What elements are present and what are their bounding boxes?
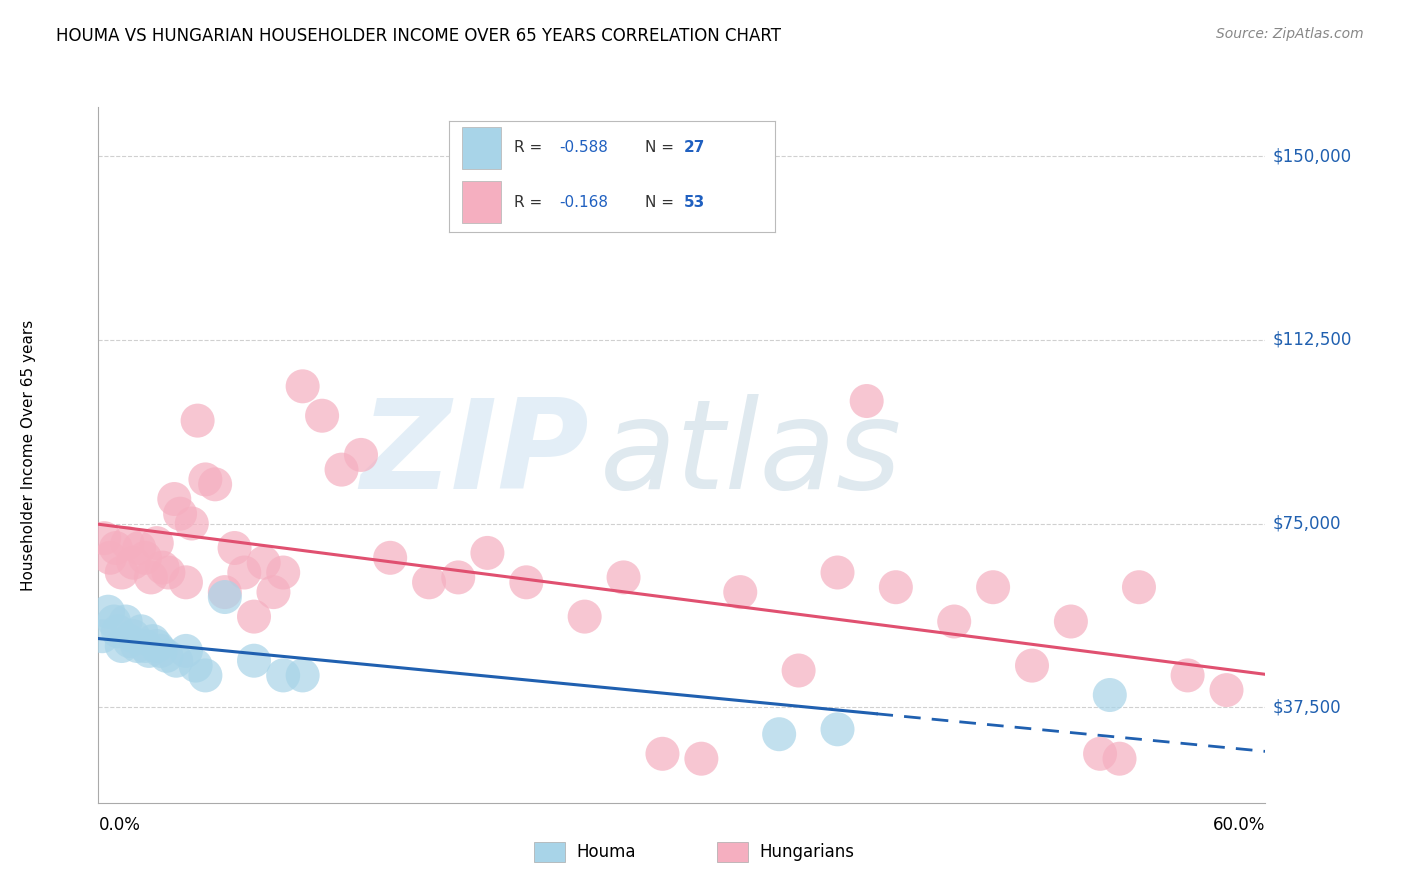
Point: [138, 644, 160, 658]
Point: [1088, 747, 1111, 761]
Point: [253, 556, 276, 570]
Point: [827, 723, 849, 737]
Point: [139, 570, 162, 584]
Point: [378, 550, 402, 565]
Point: [149, 644, 172, 658]
Text: $75,000: $75,000: [1272, 515, 1341, 533]
Text: ZIP: ZIP: [360, 394, 589, 516]
Point: [104, 541, 127, 555]
Point: [129, 624, 152, 639]
Point: [114, 615, 136, 629]
Point: [271, 566, 294, 580]
Point: [134, 550, 156, 565]
Point: [165, 654, 187, 668]
Point: [827, 566, 849, 580]
Point: [169, 507, 191, 521]
Point: [122, 629, 145, 643]
Point: [612, 570, 634, 584]
Point: [107, 624, 129, 639]
Point: [1021, 658, 1043, 673]
Point: [262, 585, 284, 599]
Point: [981, 580, 1004, 594]
Point: [98, 550, 121, 565]
Point: [187, 414, 209, 428]
Text: 0.0%: 0.0%: [98, 816, 141, 834]
Point: [1098, 688, 1121, 702]
Point: [651, 747, 673, 761]
Text: atlas: atlas: [600, 394, 903, 516]
Point: [180, 516, 202, 531]
Point: [117, 536, 139, 550]
Point: [146, 536, 169, 550]
Point: [855, 394, 877, 409]
Point: [515, 575, 537, 590]
Point: [477, 546, 499, 560]
Text: Source: ZipAtlas.com: Source: ZipAtlas.com: [1216, 27, 1364, 41]
Point: [174, 644, 197, 658]
Point: [194, 472, 217, 486]
Text: $37,500: $37,500: [1272, 698, 1341, 716]
Point: [134, 639, 156, 653]
Text: Hungarians: Hungarians: [759, 843, 855, 861]
Point: [291, 668, 314, 682]
Text: HOUMA VS HUNGARIAN HOUSEHOLDER INCOME OVER 65 YEARS CORRELATION CHART: HOUMA VS HUNGARIAN HOUSEHOLDER INCOME OV…: [56, 27, 782, 45]
Point: [152, 560, 174, 574]
Point: [128, 541, 150, 555]
Point: [768, 727, 790, 741]
Point: [1060, 615, 1083, 629]
Point: [163, 491, 186, 506]
Point: [214, 585, 236, 599]
Point: [271, 668, 294, 682]
Point: [157, 566, 180, 580]
Point: [93, 531, 115, 545]
Point: [122, 556, 145, 570]
Point: [184, 658, 207, 673]
Point: [574, 609, 596, 624]
Point: [447, 570, 470, 584]
Text: $112,500: $112,500: [1272, 331, 1351, 349]
Point: [233, 566, 256, 580]
Point: [214, 590, 236, 604]
Point: [97, 605, 120, 619]
Point: [728, 585, 751, 599]
Point: [127, 639, 149, 653]
Point: [118, 634, 141, 648]
Point: [330, 462, 353, 476]
Point: [884, 580, 907, 594]
Point: [291, 379, 314, 393]
Point: [1215, 683, 1237, 698]
Point: [787, 664, 810, 678]
Point: [155, 648, 177, 663]
Point: [311, 409, 333, 423]
Point: [243, 654, 266, 668]
Point: [142, 634, 165, 648]
Point: [418, 575, 440, 590]
Point: [943, 615, 966, 629]
Point: [204, 477, 226, 491]
Point: [103, 615, 125, 629]
Text: Householder Income Over 65 years: Householder Income Over 65 years: [21, 319, 35, 591]
Point: [194, 668, 217, 682]
Point: [111, 639, 134, 653]
Point: [690, 752, 713, 766]
Point: [350, 448, 373, 462]
Point: [243, 609, 266, 624]
Text: $150,000: $150,000: [1272, 147, 1351, 165]
Point: [91, 629, 114, 643]
Point: [1177, 668, 1199, 682]
Point: [146, 639, 169, 653]
Point: [174, 575, 197, 590]
Point: [1108, 752, 1130, 766]
Point: [1128, 580, 1150, 594]
Point: [111, 566, 134, 580]
Point: [224, 541, 246, 555]
Text: Houma: Houma: [576, 843, 636, 861]
Text: 60.0%: 60.0%: [1213, 816, 1265, 834]
